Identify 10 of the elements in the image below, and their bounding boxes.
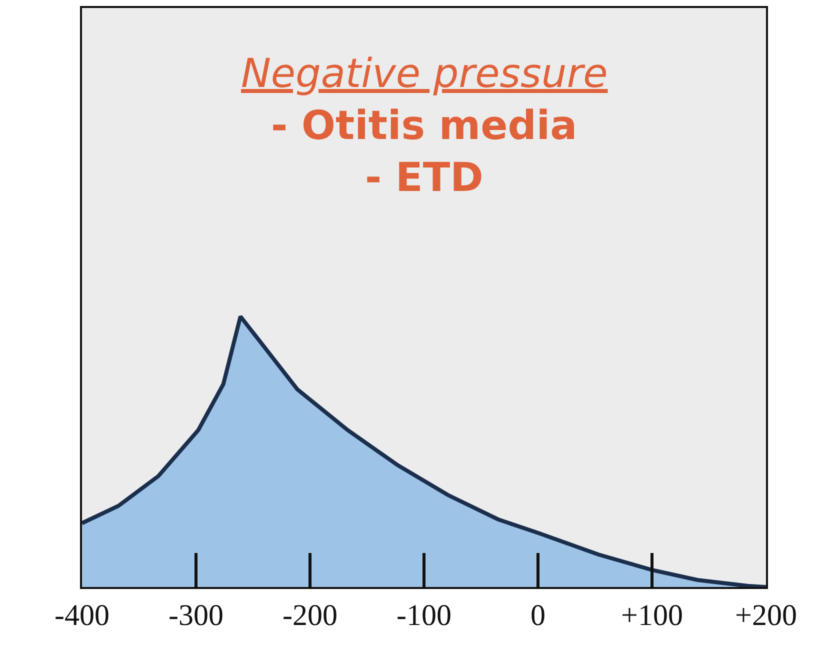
x-tick-label: -200 bbox=[282, 599, 338, 632]
x-tick-label: -100 bbox=[396, 599, 452, 632]
text: - ETD bbox=[365, 155, 484, 201]
x-tick-label: -400 bbox=[54, 599, 110, 632]
x-tick-label: +100 bbox=[621, 599, 683, 632]
text: Negative pressure bbox=[241, 51, 608, 97]
x-tick-label: 0 bbox=[530, 599, 546, 632]
text: - Otitis media bbox=[271, 103, 578, 149]
x-tick-label: +200 bbox=[735, 599, 797, 632]
x-tick-label: -300 bbox=[168, 599, 224, 632]
